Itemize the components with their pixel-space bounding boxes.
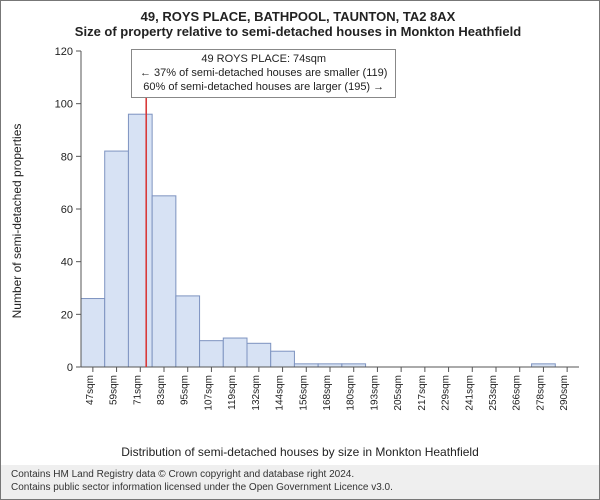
histogram-bar (247, 343, 271, 367)
chart-container: 49, ROYS PLACE, BATHPOOL, TAUNTON, TA2 8… (0, 0, 600, 500)
svg-text:47sqm: 47sqm (85, 375, 96, 405)
annotation-property-size: 49 ROYS PLACE: 74sqm (140, 53, 387, 67)
histogram-bar (105, 151, 129, 367)
svg-text:253sqm: 253sqm (488, 375, 499, 411)
svg-text:95sqm: 95sqm (180, 375, 191, 405)
svg-text:71sqm: 71sqm (132, 375, 143, 405)
svg-text:100: 100 (55, 99, 73, 111)
svg-text:60: 60 (61, 204, 73, 216)
svg-text:59sqm: 59sqm (109, 375, 120, 405)
histogram-bar (128, 114, 152, 367)
svg-text:83sqm: 83sqm (156, 375, 167, 405)
histogram-bar (223, 338, 247, 367)
svg-text:193sqm: 193sqm (369, 375, 380, 411)
svg-text:278sqm: 278sqm (535, 375, 546, 411)
svg-text:20: 20 (61, 309, 73, 321)
svg-text:168sqm: 168sqm (322, 375, 333, 411)
svg-text:266sqm: 266sqm (512, 375, 523, 411)
svg-text:217sqm: 217sqm (417, 375, 428, 411)
annotation-smaller-pct: ← 37% of semi-detached houses are smalle… (140, 67, 387, 81)
svg-text:156sqm: 156sqm (298, 375, 309, 411)
footer-line2: Contains public sector information licen… (11, 482, 589, 495)
histogram-bar (176, 296, 200, 367)
svg-text:229sqm: 229sqm (441, 375, 452, 411)
chart-plot-area: 0 20 40 60 80 100 120 47sqm 59sqm 71sqm 83sqm 95sqm… (47, 45, 585, 413)
svg-text:144sqm: 144sqm (275, 375, 286, 411)
svg-text:241sqm: 241sqm (464, 375, 475, 411)
svg-text:290sqm: 290sqm (559, 375, 570, 411)
svg-text:107sqm: 107sqm (203, 375, 214, 411)
svg-text:0: 0 (67, 362, 73, 374)
svg-text:205sqm: 205sqm (393, 375, 404, 411)
property-annotation-box: 49 ROYS PLACE: 74sqm ← 37% of semi-detac… (131, 49, 396, 98)
attribution-footer: Contains HM Land Registry data © Crown c… (1, 465, 599, 499)
x-axis-title: Distribution of semi-detached houses by … (1, 445, 599, 459)
svg-text:80: 80 (61, 151, 73, 163)
svg-text:119sqm: 119sqm (227, 375, 238, 410)
chart-title-line1: 49, ROYS PLACE, BATHPOOL, TAUNTON, TA2 8… (9, 9, 587, 24)
svg-text:132sqm: 132sqm (251, 375, 262, 411)
histogram-bar (152, 196, 176, 367)
histogram-bar (271, 351, 295, 367)
chart-title-line2: Size of property relative to semi-detach… (9, 24, 587, 39)
histogram-bar (200, 341, 224, 367)
svg-text:40: 40 (61, 257, 73, 269)
footer-line1: Contains HM Land Registry data © Crown c… (11, 469, 589, 482)
y-axis-label: Number of semi-detached properties (10, 124, 24, 319)
histogram-bar (81, 299, 105, 367)
histogram-svg: 0 20 40 60 80 100 120 47sqm 59sqm 71sqm 83sqm 95sqm… (47, 45, 585, 413)
svg-text:120: 120 (55, 46, 73, 58)
annotation-larger-pct: 60% of semi-detached houses are larger (… (140, 81, 387, 95)
svg-text:180sqm: 180sqm (346, 375, 357, 411)
